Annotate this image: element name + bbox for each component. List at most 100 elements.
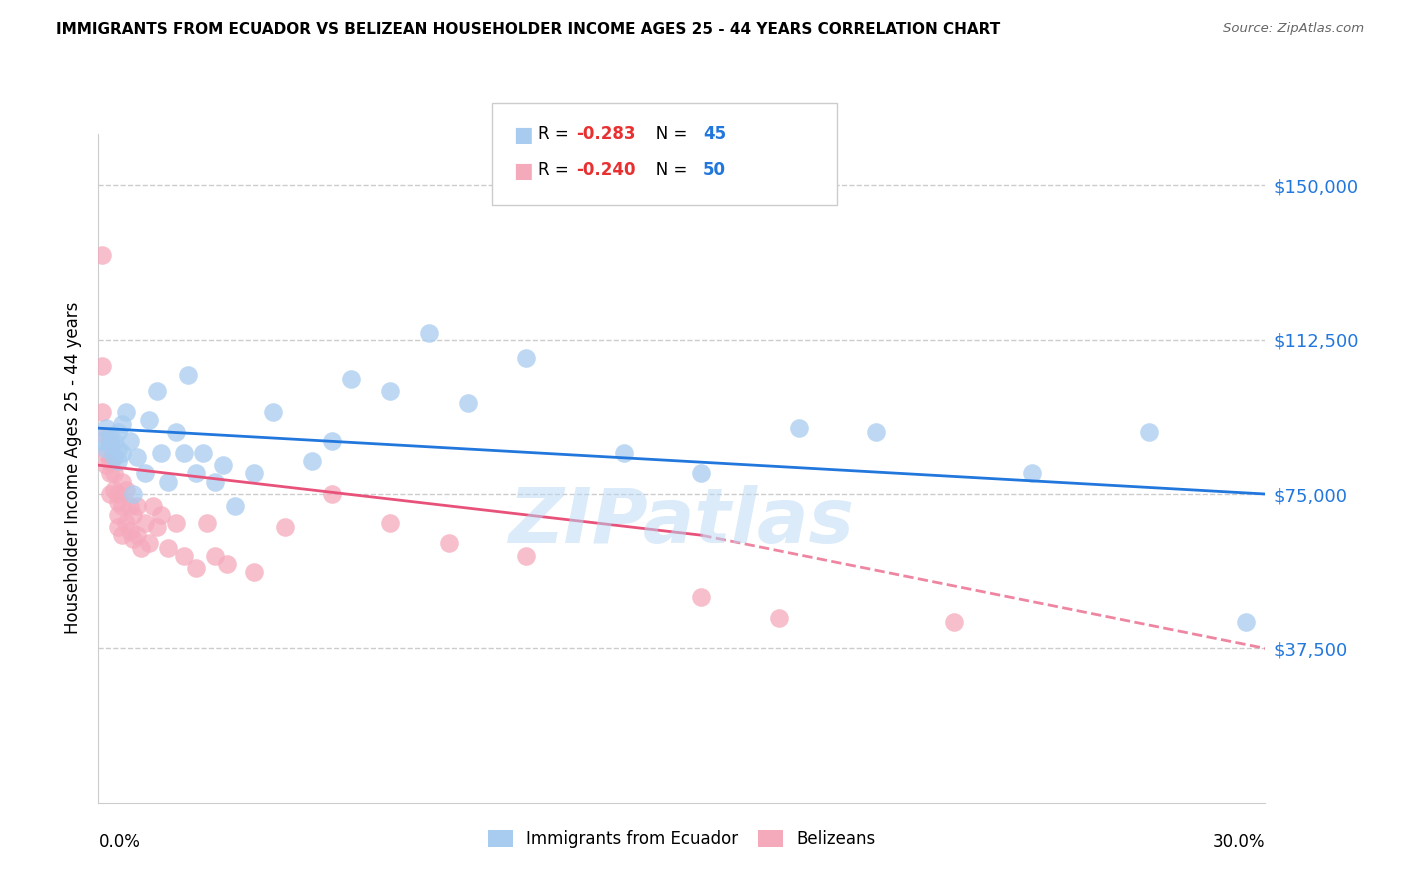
Point (212, 458, 235, 473)
Point (111, 500, 134, 514)
Point (134, 516, 156, 530)
Point (768, 610, 790, 624)
Point (96, 446, 118, 460)
Text: -0.283: -0.283 (576, 125, 636, 143)
Y-axis label: Householder Income Ages 25 - 44 years: Householder Income Ages 25 - 44 years (65, 302, 83, 634)
Point (274, 520, 297, 534)
Point (114, 483, 136, 497)
Point (129, 541, 152, 555)
Point (157, 475, 180, 489)
Text: 30.0%: 30.0% (1213, 833, 1265, 851)
Point (91, 359, 114, 374)
Point (91, 405, 114, 419)
Point (165, 425, 187, 440)
Point (787, 421, 810, 435)
Text: R =: R = (538, 161, 575, 178)
Point (96, 429, 118, 443)
Point (114, 405, 136, 419)
Point (138, 536, 160, 550)
Point (157, 541, 180, 555)
Point (111, 475, 134, 489)
Point (103, 483, 125, 497)
Point (107, 508, 129, 522)
Point (114, 516, 136, 530)
Text: ■: ■ (513, 125, 533, 145)
Legend: Immigrants from Ecuador, Belizeans: Immigrants from Ecuador, Belizeans (481, 823, 883, 855)
Point (149, 446, 172, 460)
Point (146, 384, 169, 398)
Point (184, 561, 207, 575)
Point (118, 434, 141, 448)
Point (418, 326, 440, 341)
Text: Source: ZipAtlas.com: Source: ZipAtlas.com (1223, 22, 1364, 36)
Point (122, 508, 145, 522)
Point (142, 500, 165, 514)
Text: 50: 50 (703, 161, 725, 178)
Point (103, 450, 125, 464)
Point (107, 487, 129, 501)
Text: ZIPatlas: ZIPatlas (509, 485, 855, 558)
Point (111, 528, 134, 542)
Point (91, 434, 114, 448)
Point (107, 442, 129, 456)
Text: -0.240: -0.240 (576, 161, 636, 178)
Point (107, 454, 129, 468)
Point (204, 549, 226, 563)
Point (1137, 425, 1160, 440)
Point (127, 500, 149, 514)
Point (149, 508, 172, 522)
Point (103, 450, 125, 464)
Point (96, 421, 118, 435)
Point (103, 434, 125, 448)
Point (1234, 615, 1257, 629)
Point (146, 520, 169, 534)
Text: R =: R = (538, 125, 575, 143)
Point (184, 467, 207, 481)
Point (107, 520, 129, 534)
Point (118, 524, 141, 538)
Point (262, 405, 284, 419)
Point (127, 450, 149, 464)
Point (127, 528, 149, 542)
Point (122, 487, 145, 501)
Point (122, 533, 145, 547)
Point (103, 467, 125, 481)
Point (165, 516, 187, 530)
Point (215, 557, 238, 571)
Point (118, 500, 141, 514)
Point (193, 446, 215, 460)
Point (613, 446, 636, 460)
Point (515, 351, 537, 366)
Point (301, 454, 323, 468)
Point (173, 549, 195, 563)
Point (98, 467, 121, 481)
Point (340, 372, 363, 386)
Point (437, 536, 460, 550)
Point (96, 458, 118, 473)
Point (321, 434, 343, 448)
Point (321, 487, 343, 501)
Point (98, 454, 121, 468)
Point (138, 413, 160, 427)
Point (243, 566, 266, 580)
Text: 45: 45 (703, 125, 725, 143)
Point (690, 590, 713, 604)
Point (515, 549, 537, 563)
Text: IMMIGRANTS FROM ECUADOR VS BELIZEAN HOUSEHOLDER INCOME AGES 25 - 44 YEARS CORREL: IMMIGRANTS FROM ECUADOR VS BELIZEAN HOUS… (56, 22, 1001, 37)
Point (98, 429, 121, 443)
Point (107, 495, 129, 509)
Point (378, 516, 402, 530)
Point (243, 467, 266, 481)
Point (107, 425, 129, 440)
Text: ■: ■ (513, 161, 533, 180)
Point (111, 446, 134, 460)
Point (134, 467, 156, 481)
Text: 0.0%: 0.0% (98, 833, 141, 851)
Point (204, 475, 226, 489)
Point (195, 516, 218, 530)
Point (690, 467, 713, 481)
Text: N =: N = (640, 161, 692, 178)
Point (378, 384, 402, 398)
Point (224, 500, 246, 514)
Point (98, 437, 121, 451)
